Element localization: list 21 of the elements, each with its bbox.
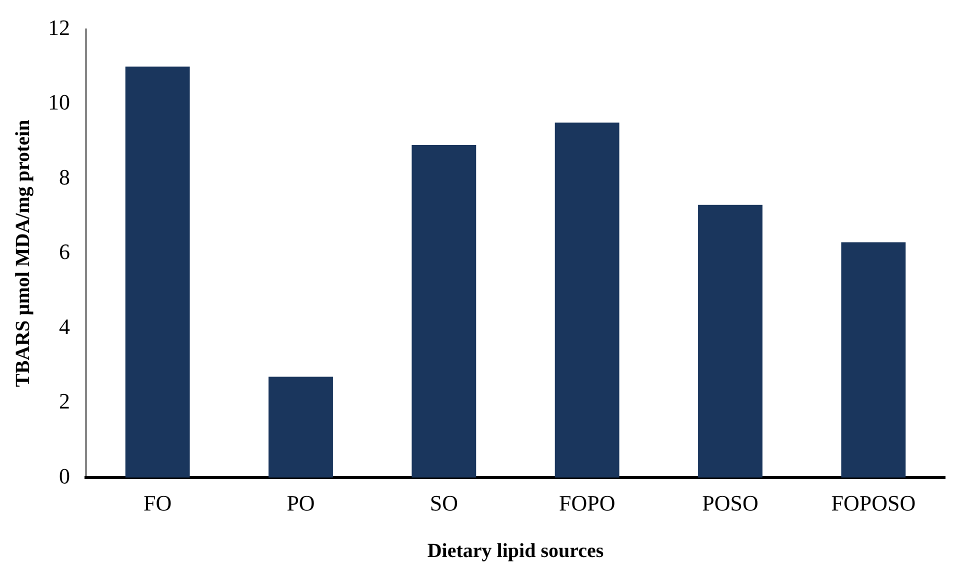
bar — [554, 122, 620, 478]
y-tick-label: 0 — [59, 463, 70, 488]
x-axis-title: Dietary lipid sources — [427, 540, 604, 562]
y-tick-label: 8 — [59, 164, 70, 190]
x-tick-label: FOPO — [558, 490, 616, 516]
y-tick-label: 10 — [48, 90, 70, 115]
x-tick-label: FO — [144, 490, 172, 516]
x-tick-label: PO — [286, 490, 315, 516]
x-tick-label: SO — [430, 490, 458, 516]
bar — [841, 242, 906, 478]
bar — [125, 66, 190, 478]
y-tick-label: 2 — [59, 388, 70, 414]
bar — [268, 376, 333, 478]
x-tick-label: POSO — [702, 490, 758, 516]
x-tick-label: FOPOSO — [831, 490, 916, 516]
y-tick-label: 12 — [48, 14, 70, 40]
y-axis-title: TBARS µmol MDA/mg protein — [12, 120, 34, 388]
y-tick-label: 6 — [59, 239, 70, 264]
y-tick-label: 4 — [59, 314, 70, 339]
bar — [412, 145, 476, 478]
bar — [698, 204, 762, 478]
